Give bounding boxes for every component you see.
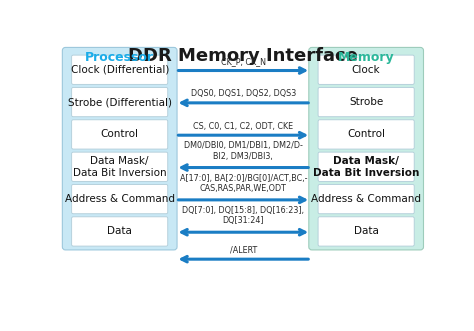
FancyBboxPatch shape <box>318 120 414 149</box>
FancyBboxPatch shape <box>63 47 177 250</box>
FancyBboxPatch shape <box>72 184 168 214</box>
Text: Clock (Differential): Clock (Differential) <box>71 65 169 75</box>
Text: Control: Control <box>347 129 385 139</box>
Text: Data Mask/
Data Bit Inversion: Data Mask/ Data Bit Inversion <box>73 156 166 177</box>
Text: Processor: Processor <box>85 51 154 64</box>
Text: Strobe: Strobe <box>349 97 383 107</box>
FancyBboxPatch shape <box>72 55 168 84</box>
Text: Strobe (Differential): Strobe (Differential) <box>68 97 172 107</box>
FancyBboxPatch shape <box>318 87 414 117</box>
FancyBboxPatch shape <box>318 55 414 84</box>
Text: Data Mask/
Data Bit Inversion: Data Mask/ Data Bit Inversion <box>313 156 419 177</box>
FancyBboxPatch shape <box>318 152 414 181</box>
Text: Address & Command: Address & Command <box>311 194 421 204</box>
Text: DQ[7:0], DQ[15:8], DQ[16:23],
DQ[31:24]: DQ[7:0], DQ[15:8], DQ[16:23], DQ[31:24] <box>182 206 304 225</box>
Text: Address & Command: Address & Command <box>64 194 175 204</box>
Text: DQS0, DQS1, DQS2, DQS3: DQS0, DQS1, DQS2, DQS3 <box>191 89 296 98</box>
Text: Data: Data <box>354 226 379 236</box>
Text: Data: Data <box>107 226 132 236</box>
FancyBboxPatch shape <box>318 184 414 214</box>
Text: Clock: Clock <box>352 65 381 75</box>
Text: Memory: Memory <box>338 51 394 64</box>
FancyBboxPatch shape <box>72 152 168 181</box>
FancyBboxPatch shape <box>318 217 414 246</box>
FancyBboxPatch shape <box>309 47 423 250</box>
FancyBboxPatch shape <box>72 120 168 149</box>
Text: DM0/DBI0, DM1/DBI1, DM2/D-
BI2, DM3/DBI3,: DM0/DBI0, DM1/DBI1, DM2/D- BI2, DM3/DBI3… <box>184 141 303 161</box>
Text: CK_P, CK_N: CK_P, CK_N <box>221 57 266 66</box>
FancyBboxPatch shape <box>72 217 168 246</box>
Text: CS, C0, C1, C2, ODT, CKE: CS, C0, C1, C2, ODT, CKE <box>193 121 293 131</box>
Text: /ALERT: /ALERT <box>230 246 257 255</box>
Text: Control: Control <box>100 129 139 139</box>
Text: DDR Memory Interface: DDR Memory Interface <box>128 47 358 65</box>
FancyBboxPatch shape <box>72 87 168 117</box>
Text: A[17:0], BA[2:0]/BG[0]/ACT,BC,-
CAS,RAS,PAR,WE,ODT: A[17:0], BA[2:0]/BG[0]/ACT,BC,- CAS,RAS,… <box>180 173 307 193</box>
